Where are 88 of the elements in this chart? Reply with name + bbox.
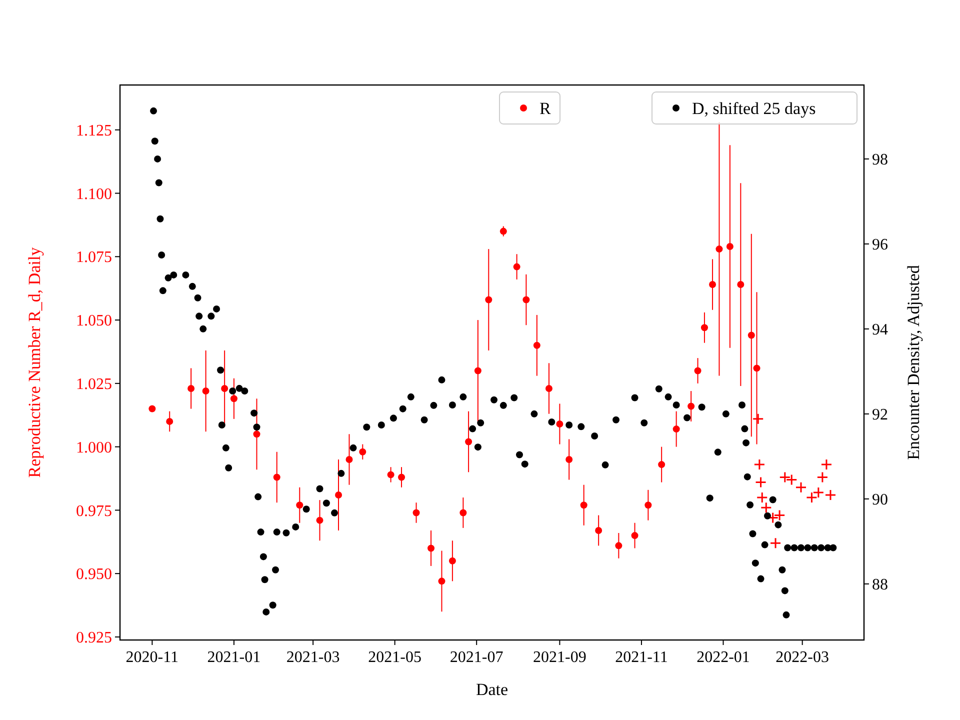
y-tick-label: 1.050: [76, 312, 112, 330]
point: [346, 456, 353, 463]
x-tick-label: 2020-11: [126, 649, 179, 666]
x-tick-label: 2022-01: [696, 649, 750, 666]
point: [485, 296, 492, 304]
point: [816, 471, 828, 483]
point: [760, 502, 772, 514]
y2-tick-label: 94: [872, 322, 888, 339]
point: [756, 492, 768, 504]
point: [748, 332, 755, 339]
point: [316, 516, 324, 524]
point: [709, 281, 716, 288]
point: [752, 413, 764, 425]
point: [513, 263, 520, 270]
y-tick-label: 0.950: [76, 566, 112, 584]
x-tick-label: 2021-07: [450, 649, 504, 666]
point: [533, 342, 540, 349]
point: [824, 489, 836, 501]
point: [716, 246, 723, 253]
x-tick-label: 2022-03: [776, 649, 829, 666]
point: [770, 537, 782, 549]
x-tick-label: 2021-11: [615, 649, 668, 666]
point: [615, 542, 622, 550]
point: [460, 509, 467, 516]
point: [774, 510, 786, 522]
x-tick-label: 2021-01: [207, 649, 261, 666]
point: [448, 557, 456, 564]
point: [631, 532, 638, 540]
point: [795, 482, 807, 494]
point: [166, 418, 174, 425]
point: [755, 476, 767, 488]
y-tick-label: 1.125: [76, 122, 112, 140]
point: [566, 456, 573, 463]
point: [545, 384, 552, 392]
y-tick-label: 0.975: [76, 502, 112, 520]
point: [465, 438, 472, 446]
point: [387, 471, 394, 478]
point: [672, 426, 680, 433]
legend-label: R: [540, 98, 552, 118]
point: [644, 502, 652, 509]
y-tick-label: 1.000: [76, 439, 112, 456]
point: [754, 458, 766, 470]
point: [296, 502, 304, 509]
point: [230, 395, 238, 402]
point: [806, 492, 818, 504]
y2-tick-label: 90: [872, 492, 888, 509]
point: [726, 243, 734, 250]
point: [398, 474, 406, 481]
y-tick-label: 1.075: [76, 249, 112, 266]
y2-axis-title: Encounter Density, Adjusted: [904, 264, 923, 460]
point: [273, 474, 280, 481]
y2-tick-label: 98: [872, 152, 888, 169]
y-axis-title: Reproductive Number R_d, Daily: [25, 246, 44, 478]
x-axis-title: Date: [476, 680, 508, 699]
point: [412, 509, 420, 516]
point: [428, 544, 435, 552]
point: [335, 491, 342, 498]
point: [359, 448, 366, 456]
point: [688, 402, 695, 410]
point: [700, 324, 708, 332]
point: [580, 502, 588, 509]
point: [556, 420, 564, 428]
y-tick-label: 1.100: [76, 186, 112, 203]
legend-label: D, shifted 25 days: [692, 98, 816, 118]
point: [737, 281, 744, 288]
y2-tick-label: 88: [872, 576, 888, 594]
point: [438, 578, 446, 585]
x-tick-label: 2021-03: [286, 649, 340, 666]
point: [595, 526, 602, 534]
point: [694, 367, 702, 374]
point: [202, 388, 210, 395]
point: [812, 486, 824, 498]
x-tick-label: 2021-09: [533, 649, 586, 666]
point: [522, 296, 530, 304]
point: [148, 405, 156, 412]
y-tick-label: 0.925: [76, 630, 112, 647]
y2-tick-label: 96: [872, 236, 888, 254]
y2-tick-label: 92: [872, 406, 888, 424]
point: [820, 458, 832, 470]
point: [474, 367, 482, 374]
point: [658, 461, 666, 468]
point: [753, 364, 760, 372]
point: [253, 430, 260, 438]
y-tick-label: 1.025: [76, 376, 112, 394]
point: [188, 384, 195, 392]
point: [500, 228, 507, 235]
point: [221, 384, 228, 392]
x-tick-label: 2021-05: [368, 649, 422, 666]
